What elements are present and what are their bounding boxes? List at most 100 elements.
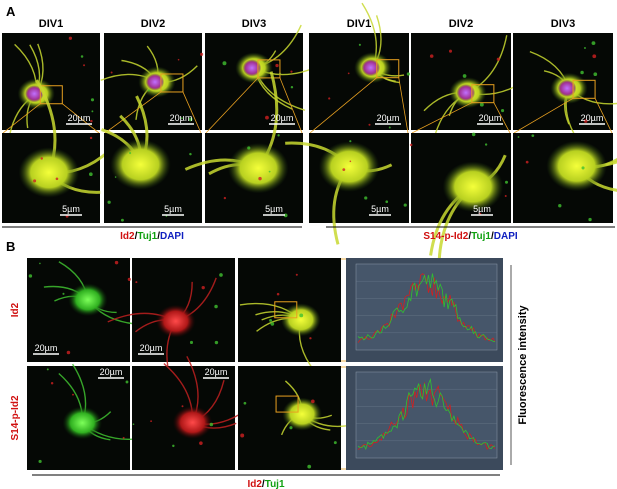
puncta [80,55,84,58]
puncta [189,340,194,344]
scale-bar-label: 20µm [68,113,91,123]
puncta [209,422,214,427]
puncta [180,117,183,120]
puncta [349,140,352,143]
caption-part: Tuj1 [471,231,491,242]
puncta [199,441,203,445]
puncta [558,204,562,208]
plot-area [355,263,498,351]
caption-part: / [135,231,138,242]
puncta [388,126,391,129]
caption-part: / [491,231,494,242]
puncta [484,143,488,146]
nucleus [24,85,44,103]
zoom-line [594,98,613,134]
nucleus [361,59,381,77]
puncta [91,110,94,113]
micrograph [184,71,303,223]
nucleus [456,84,476,102]
puncta [265,115,269,120]
puncta [268,170,271,173]
scale-bar-label: 5µm [265,204,283,214]
scale-bar-label: 20µm [479,113,502,123]
soma [18,147,80,198]
puncta [276,292,280,296]
puncta [342,168,346,172]
micrograph [100,33,204,130]
puncta [33,179,37,183]
scale-bar-label: 5µm [473,204,491,214]
nucleus [557,79,577,97]
puncta [46,368,49,371]
puncta [172,444,175,448]
puncta [89,136,93,140]
puncta [55,177,59,181]
puncta [188,117,193,122]
puncta [201,286,205,290]
puncta [62,292,65,295]
puncta [258,176,262,181]
puncta [581,166,585,170]
soma [68,283,108,317]
caption-part: Tuj1 [265,479,285,489]
zoom-line [205,77,259,134]
nucleus [242,59,262,77]
micrograph [132,356,250,470]
puncta [181,405,184,408]
puncta [270,322,275,326]
puncta [219,273,223,277]
puncta [66,350,71,355]
caption: Id2/Tuj1 [247,479,284,489]
puncta [449,49,453,53]
puncta [72,393,74,396]
puncta [214,340,219,345]
zoom-line [411,102,473,134]
puncta [132,423,135,426]
puncta [277,134,280,137]
zoom-box [39,85,63,105]
puncta [129,151,132,155]
puncta [177,58,180,61]
zoom-line [309,77,378,134]
puncta [364,196,368,200]
puncta [200,52,204,56]
scale-bar-label: 20µm [205,367,228,377]
puncta [189,152,192,156]
puncta [247,146,251,150]
zoom-line [279,77,303,134]
micrograph [309,2,411,130]
puncta [592,54,597,59]
caption-part: Id2 [120,231,135,242]
puncta [269,318,273,322]
column-header: DIV1 [347,18,371,30]
zoom-box [471,84,495,104]
caption: S14-p-Id2/Tuj1/DAPI [423,231,518,242]
puncta [68,36,73,40]
puncta [368,123,371,126]
scale-bar-label: 20µm [140,343,163,353]
micrograph [513,133,617,223]
micrograph [238,366,356,470]
zoom-line [104,91,162,134]
column-header: DIV1 [39,18,63,30]
puncta [583,119,588,123]
caption: Id2/Tuj1/DAPI [120,231,184,242]
micrograph [107,258,235,391]
soma [172,405,213,439]
puncta [525,160,529,164]
puncta [127,277,131,281]
puncta [222,61,227,66]
micrograph [2,79,118,223]
soma [442,161,504,212]
puncta [531,134,535,138]
puncta [89,172,93,177]
column-header: DIV2 [449,18,473,30]
soma [546,140,607,192]
zoom-line [182,91,202,134]
scale-bar-label: 20µm [100,367,123,377]
soma [281,303,321,337]
puncta [214,304,218,309]
panel-label: B [6,239,15,254]
puncta [275,63,279,68]
